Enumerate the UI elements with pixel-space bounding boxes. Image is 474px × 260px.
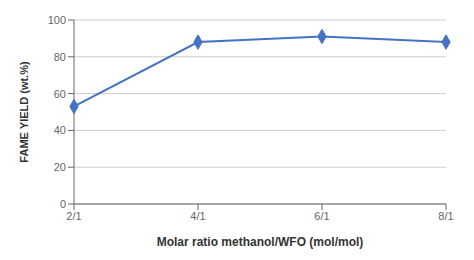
svg-text:4/1: 4/1 [190,210,205,222]
svg-text:FAME YIELD (wt.%): FAME YIELD (wt.%) [18,61,30,163]
svg-text:40: 40 [54,124,66,136]
svg-text:80: 80 [54,51,66,63]
svg-text:100: 100 [48,14,66,26]
svg-text:Molar ratio methanol/WFO (mol/: Molar ratio methanol/WFO (mol/mol) [157,235,364,249]
svg-text:6/1: 6/1 [314,210,329,222]
svg-text:2/1: 2/1 [66,210,81,222]
svg-text:0: 0 [60,198,66,210]
svg-text:8/1: 8/1 [438,210,453,222]
svg-text:60: 60 [54,88,66,100]
svg-text:20: 20 [54,161,66,173]
